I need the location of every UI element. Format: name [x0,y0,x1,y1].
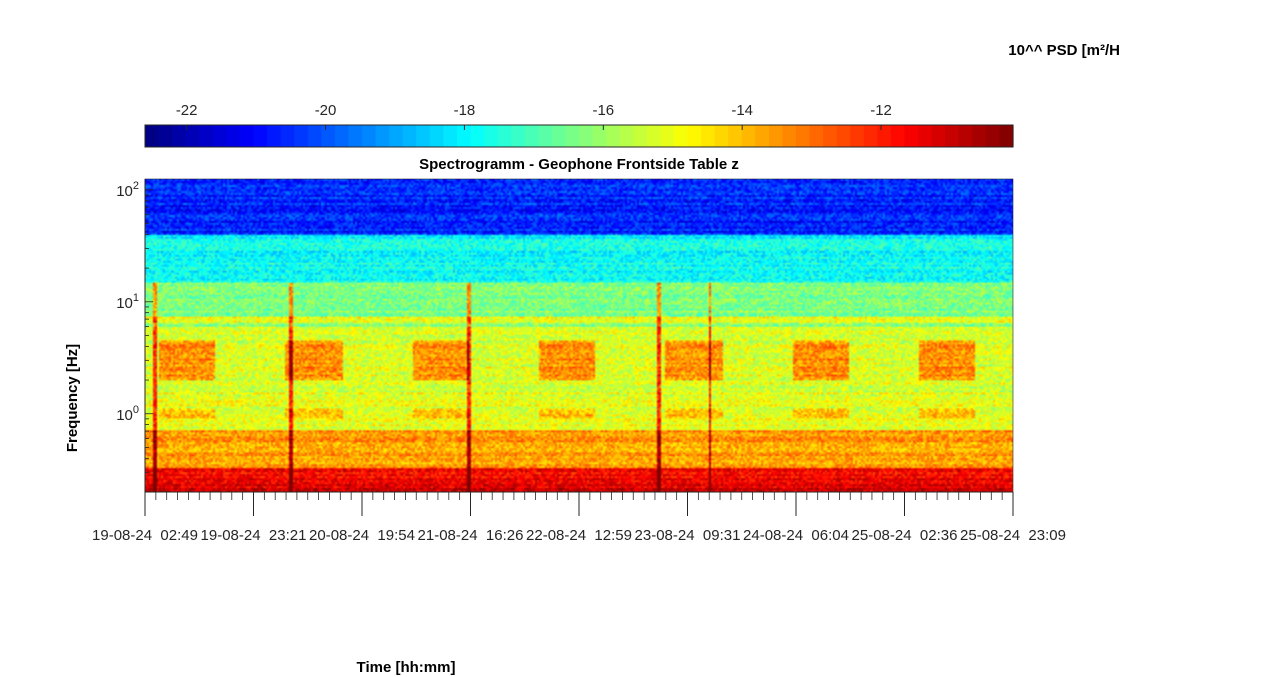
colorbar: -22 -20 -18 -16 -14 -12 [144,102,1014,148]
colorbar-segment [538,125,553,147]
colorbar-segment [579,125,594,147]
colorbar-segment [755,125,770,147]
colorbar-tick-label: -14 [731,102,753,119]
spectrogram-raster [145,179,1013,492]
x-tick-label: 19-08-24 02:49 [92,527,198,544]
colorbar-segment [714,125,729,147]
colorbar-segment [348,125,363,147]
colorbar-segment [253,125,268,147]
colorbar-segment [701,125,716,147]
colorbar-segment [294,125,309,147]
y-axis: 100 101 102 [116,179,153,493]
colorbar-segment [863,125,878,147]
x-tick-label: 23-08-24 09:31 [635,527,741,544]
colorbar-segment [429,125,444,147]
colorbar-segment [212,125,227,147]
colorbar-segment [633,125,648,147]
colorbar-segment [877,125,892,147]
y-tick-label: 101 [116,292,139,312]
colorbar-segment [267,125,282,147]
colorbar-segment [972,125,987,147]
colorbar-segment [443,125,458,147]
colorbar-segment [145,125,160,147]
colorbar-segment [280,125,295,147]
colorbar-tick-label: -18 [454,102,476,119]
x-tick-label: 20-08-24 19:54 [309,527,415,544]
spectrogram-image [144,178,1014,493]
y-axis-label: Frequency [Hz] [64,344,81,452]
colorbar-segment [904,125,919,147]
colorbar-segment [687,125,702,147]
colorbar-segment [999,125,1014,147]
colorbar-segment [239,125,255,147]
colorbar-segment [931,125,946,147]
colorbar-segment [796,125,811,147]
colorbar-tick-label: -20 [315,102,337,119]
colorbar-segment [592,125,607,147]
colorbar-segment [456,125,472,147]
colorbar-segment [524,125,539,147]
y-tick-label: 100 [116,404,139,424]
colorbar-segment [660,125,675,147]
colorbar-segment [226,125,241,147]
colorbar-segment [646,125,661,147]
colorbar-tick-label: -12 [870,102,892,119]
colorbar-label: 10^^ PSD [m²/H [1008,42,1120,59]
colorbar-segment [958,125,973,147]
x-tick-label: 25-08-24 02:36 [852,527,958,544]
colorbar-segment [484,125,499,147]
colorbar-segment [511,125,526,147]
colorbar-segment [307,125,322,147]
colorbar-segment [321,125,336,147]
colorbar-segment [836,125,851,147]
x-tick-label: 19-08-24 23:21 [201,527,307,544]
colorbar-tick-label: -22 [176,102,198,119]
colorbar-segment [375,125,390,147]
colorbar-segment [565,125,580,147]
colorbar-segment [619,125,634,147]
colorbar-ticks: -22 -20 -18 -16 -14 -12 [176,102,892,130]
colorbar-segment [334,125,350,147]
x-tick-label: 24-08-24 06:04 [743,527,849,544]
colorbar-segment [823,125,838,147]
x-tick-label: 22-08-24 12:59 [526,527,632,544]
colorbar-segment [728,125,743,147]
colorbar-gradient [145,125,1014,147]
colorbar-segment [850,125,865,147]
x-tick-label: 21-08-24 16:26 [418,527,524,544]
colorbar-segment [470,125,485,147]
colorbar-segment [606,125,621,147]
colorbar-segment [172,125,187,147]
colorbar-segment [741,125,756,147]
colorbar-segment [673,125,689,147]
colorbar-tick-label: -16 [592,102,614,119]
colorbar-segment [945,125,960,147]
colorbar-segment [497,125,512,147]
x-axis-label: Time [hh:mm] [357,659,456,676]
colorbar-segment [890,125,906,147]
colorbar-segment [402,125,417,147]
colorbar-segment [551,125,567,147]
chart-title: Spectrogramm - Geophone Frontside Table … [419,156,739,173]
colorbar-frame [144,124,1014,148]
colorbar-segment [199,125,214,147]
colorbar-segment [918,125,933,147]
colorbar-segment [362,125,377,147]
colorbar-segment [185,125,200,147]
colorbar-segment [782,125,797,147]
x-axis: 19-08-24 02:49 19-08-24 23:21 20-08-24 19:… [92,491,1066,544]
y-tick-label: 102 [116,180,139,200]
colorbar-segment [389,125,404,147]
colorbar-segment [416,125,431,147]
colorbar-segment [985,125,1001,147]
colorbar-segment [809,125,824,147]
colorbar-segment [768,125,784,147]
colorbar-segment [158,125,173,147]
x-tick-label: 25-08-24 23:09 [960,527,1066,544]
